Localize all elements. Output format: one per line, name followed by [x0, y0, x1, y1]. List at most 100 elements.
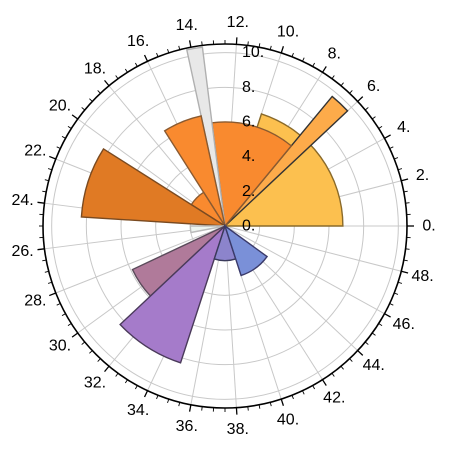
- minor-tick: [397, 168, 403, 171]
- minor-tick: [124, 68, 128, 73]
- minor-tick: [156, 52, 159, 57]
- major-tick: [37, 201, 45, 204]
- angle-tick-label-23: 46.: [393, 316, 415, 333]
- minor-tick: [269, 45, 272, 50]
- bar-10: [119, 225, 226, 364]
- minor-tick: [302, 390, 305, 395]
- minor-tick: [247, 406, 249, 411]
- minor-tick: [97, 90, 101, 94]
- minor-tick: [340, 365, 344, 370]
- radial-tick-label-1: 2.: [242, 183, 255, 200]
- minor-tick: [371, 332, 376, 336]
- major-tick: [401, 270, 409, 274]
- angle-tick-label-7: 14.: [176, 17, 198, 34]
- minor-tick: [67, 125, 72, 129]
- minor-tick: [389, 303, 394, 306]
- minor-tick: [312, 385, 316, 390]
- minor-tick: [42, 190, 47, 193]
- minor-tick: [134, 385, 138, 390]
- major-tick: [401, 178, 409, 182]
- minor-tick: [378, 125, 383, 129]
- major-tick: [357, 350, 364, 356]
- minor-tick: [167, 48, 170, 54]
- major-tick: [71, 114, 79, 120]
- minor-tick: [56, 146, 61, 149]
- major-tick: [384, 134, 391, 139]
- major-tick: [384, 313, 391, 318]
- angle-tick-label-9: 18.: [84, 60, 106, 77]
- minor-tick: [364, 107, 369, 111]
- minor-tick: [331, 372, 335, 377]
- angle-tick-label-13: 26.: [11, 243, 33, 260]
- angle-tick-label-21: 42.: [323, 390, 345, 407]
- minor-tick: [397, 281, 403, 284]
- minor-tick: [331, 75, 335, 80]
- minor-tick: [405, 248, 410, 250]
- grid-spoke-24: [224, 225, 402, 272]
- minor-tick: [134, 62, 138, 67]
- minor-tick: [47, 281, 53, 284]
- minor-tick: [349, 358, 353, 362]
- minor-tick: [61, 135, 66, 139]
- minor-tick: [405, 202, 410, 204]
- minor-tick: [42, 259, 47, 262]
- angle-tick-label-20: 40.: [277, 412, 299, 429]
- major-tick: [280, 46, 285, 54]
- minor-tick: [403, 190, 408, 193]
- minor-tick: [178, 402, 181, 407]
- angle-tick-label-6: 12.: [227, 14, 249, 31]
- minor-tick: [89, 350, 93, 354]
- bars-layer: [80, 46, 349, 364]
- minor-tick: [115, 75, 119, 80]
- minor-tick: [340, 82, 344, 87]
- bar-8: [189, 225, 226, 234]
- angle-tick-label-2: 4.: [397, 119, 410, 136]
- minor-tick: [394, 292, 399, 295]
- minor-tick: [61, 313, 66, 317]
- minor-tick: [81, 341, 86, 345]
- radial-tick-label-3: 6.: [242, 114, 255, 131]
- angle-tick-label-11: 22.: [24, 142, 46, 159]
- angle-tick-label-4: 8.: [328, 45, 341, 62]
- minor-tick: [364, 341, 369, 345]
- radial-tick-label-4: 8.: [242, 79, 255, 96]
- angle-tick-label-15: 30.: [49, 337, 71, 354]
- minor-tick: [258, 43, 261, 48]
- radial-tick-label-0: 0.: [242, 218, 255, 235]
- angle-tick-label-12: 24.: [11, 192, 33, 209]
- minor-tick: [302, 57, 305, 62]
- minor-tick: [97, 358, 101, 362]
- minor-tick: [115, 372, 119, 377]
- bar-12: [223, 224, 269, 277]
- angle-tick-label-24: 48.: [411, 268, 433, 285]
- bar-2: [211, 121, 293, 228]
- major-tick: [321, 379, 327, 386]
- major-tick: [188, 404, 192, 412]
- major-tick: [321, 66, 327, 73]
- major-tick: [104, 79, 110, 87]
- minor-tick: [81, 107, 86, 111]
- major-tick: [49, 292, 57, 297]
- minor-tick: [247, 41, 249, 46]
- angle-tick-label-5: 10.: [277, 23, 299, 40]
- angle-tick-label-1: 2.: [416, 167, 429, 184]
- minor-tick: [44, 179, 49, 182]
- minor-tick: [403, 259, 408, 262]
- major-tick: [143, 390, 149, 398]
- major-tick: [280, 398, 285, 406]
- angle-tick-label-19: 38.: [227, 421, 249, 438]
- minor-tick: [167, 398, 170, 404]
- angle-tick-label-10: 20.: [49, 98, 71, 115]
- minor-tick: [258, 404, 261, 409]
- angle-tick-label-17: 34.: [127, 402, 149, 419]
- angle-tick-label-14: 28.: [24, 293, 46, 310]
- minor-tick: [56, 303, 61, 306]
- bar-4: [163, 115, 226, 227]
- outer-ring-layer: [37, 37, 414, 415]
- angle-tick-label-0: 0.: [422, 218, 435, 235]
- grid-spoke-23: [224, 225, 385, 315]
- angle-tick-label-22: 44.: [363, 357, 385, 374]
- angle-tick-label-3: 6.: [367, 78, 380, 95]
